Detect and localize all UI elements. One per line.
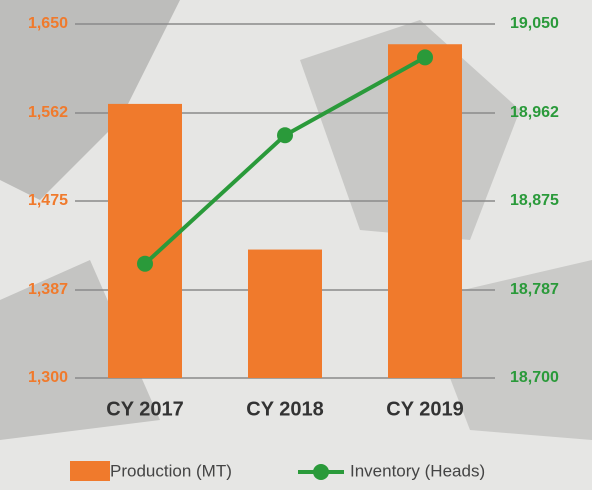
y-tick-label: 1,475 — [28, 192, 68, 209]
y-tick-label: 1,650 — [28, 15, 68, 32]
photo-shape — [0, 260, 160, 440]
bar — [248, 249, 322, 378]
legend-label: Inventory (Heads) — [350, 461, 485, 480]
x-tick-label: CY 2018 — [246, 398, 323, 420]
legend-swatch — [313, 464, 329, 480]
y-tick-label: 1,387 — [28, 281, 68, 298]
bar — [388, 44, 462, 378]
y2-tick-label: 18,700 — [510, 369, 559, 386]
photo-shape — [420, 260, 592, 440]
legend-swatch — [70, 461, 110, 481]
y-tick-label: 1,562 — [28, 104, 68, 121]
photo-shape — [0, 0, 180, 200]
y2-tick-label: 18,787 — [510, 281, 559, 298]
line-point — [417, 49, 433, 66]
y2-tick-label: 18,875 — [510, 192, 559, 209]
x-tick-label: CY 2017 — [106, 398, 183, 420]
x-tick-label: CY 2019 — [386, 398, 463, 420]
line-point — [137, 255, 153, 272]
y2-tick-label: 18,962 — [510, 104, 559, 121]
y2-tick-label: 19,050 — [510, 15, 559, 32]
line-point — [277, 127, 293, 144]
y-tick-label: 1,300 — [28, 369, 68, 386]
legend-label: Production (MT) — [110, 461, 232, 480]
